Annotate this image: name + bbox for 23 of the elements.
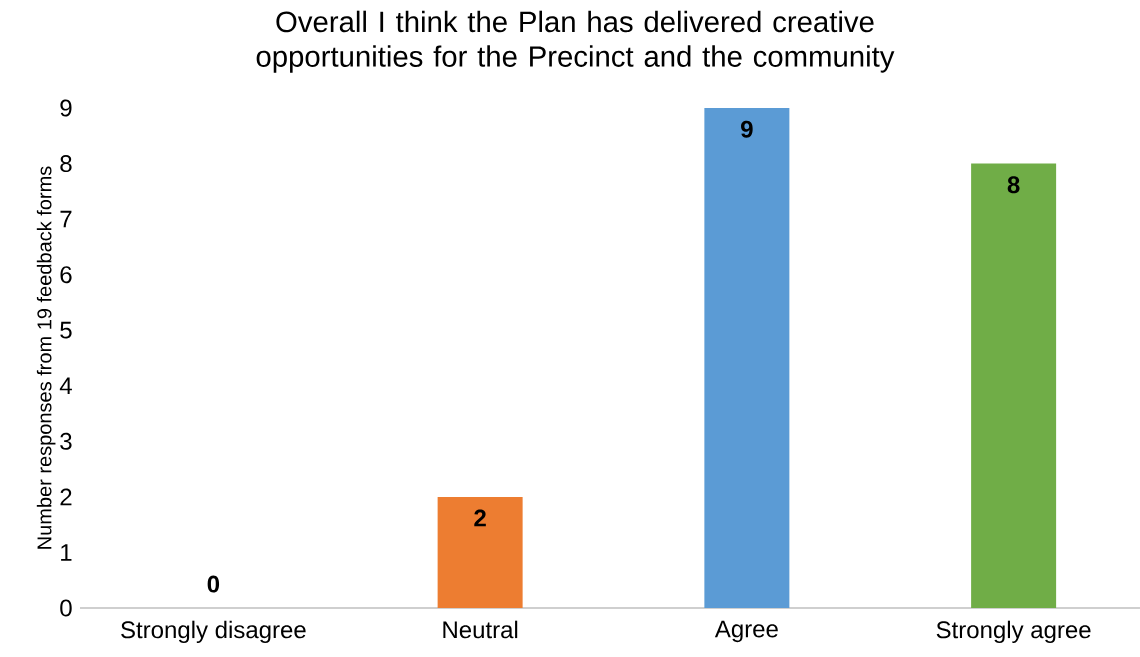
y-axis-title: Number responses from 19 feedback forms <box>36 166 56 549</box>
data-label: 9 <box>741 120 753 138</box>
y-tick-label: 0 <box>60 599 72 617</box>
x-tick-label: Strongly disagree <box>121 620 306 644</box>
y-tick-label: 5 <box>60 321 72 339</box>
x-tick-label: Strongly agree <box>936 620 1091 644</box>
y-tick-label: 8 <box>60 155 72 173</box>
bar <box>704 108 790 608</box>
chart-title: Overall I think the Plan has delivered creative opportunities for the Precinct and the community <box>256 10 895 73</box>
y-tick-label: 2 <box>60 488 72 506</box>
y-tick-label: 6 <box>60 266 72 284</box>
y-tick-label: 1 <box>61 544 72 561</box>
x-tick-label: Agree <box>714 620 778 643</box>
data-label: 0 <box>207 575 220 593</box>
y-tick-label: 7 <box>60 210 72 228</box>
y-tick-label: 4 <box>59 377 72 395</box>
bar <box>437 496 523 608</box>
bar <box>971 163 1057 608</box>
data-label: 2 <box>474 509 486 527</box>
y-tick-label: 3 <box>60 432 72 450</box>
y-tick-label: 9 <box>60 99 72 117</box>
data-label: 8 <box>1007 176 1020 194</box>
x-tick-label: Neutral <box>443 620 518 639</box>
